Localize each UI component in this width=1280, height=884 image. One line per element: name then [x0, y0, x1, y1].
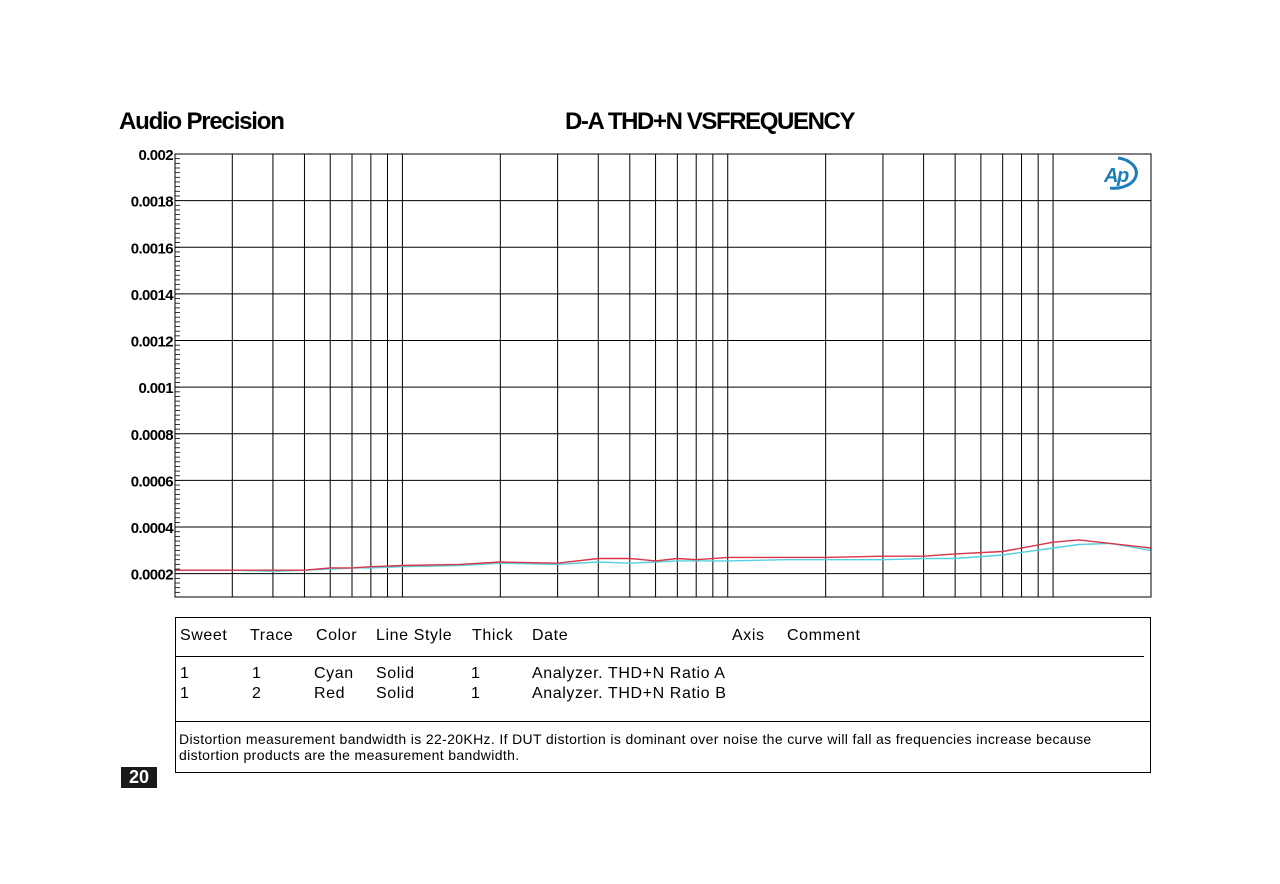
y-tick-label: 0.001	[138, 380, 173, 397]
chart-series	[175, 539, 1152, 573]
legend-header-trace: Trace	[250, 627, 294, 644]
legend-header-line-style: Line Style	[376, 627, 453, 644]
legend-cell-color: Red	[314, 685, 346, 702]
y-tick-label: 0.002	[138, 147, 173, 164]
legend-row: 1 1 Cyan Solid 1 Analyzer. THD+N Ratio A	[176, 665, 1150, 685]
series-line-trace-1	[175, 542, 1152, 573]
legend-cell-thick: 1	[471, 685, 481, 702]
chart-grid	[175, 153, 1151, 597]
logo-text: Ap	[1103, 165, 1129, 187]
y-tick-label: 0.0016	[131, 240, 174, 257]
measurement-note: Distortion measurement bandwidth is 22-2…	[176, 721, 1150, 772]
legend-cell-sweet: 1	[180, 665, 190, 682]
y-tick-label: 0.0018	[131, 194, 174, 211]
y-tick-label: 0.0008	[131, 427, 174, 444]
legend-cell-line-style: Solid	[376, 665, 415, 682]
legend-cell-color: Cyan	[314, 665, 354, 682]
y-tick-label: 0.0004	[131, 520, 175, 537]
series-line-trace-2	[175, 539, 1152, 571]
thd-frequency-chart: 0.002 0.0018 0.0016 0.0014 0.0012 0.001 0.0008…	[131, 147, 1152, 598]
plot-frame	[174, 153, 1152, 598]
legend-header-comment: Comment	[787, 627, 861, 644]
y-tick-label: 0.0012	[131, 334, 174, 351]
y-axis-ticks: 0.002 0.0018 0.0016 0.0014 0.0012 0.001 0.0008…	[131, 147, 180, 598]
legend-cell-thick: 1	[471, 665, 481, 682]
y-tick-label: 0.0002	[131, 567, 174, 584]
logo-ring	[1109, 156, 1138, 190]
legend-cell-data: Analyzer. THD+N Ratio B	[532, 685, 727, 702]
legend-header-row: Sweet Trace Color Line Style Thick Date …	[176, 618, 1144, 657]
brand-label: Audio Precision	[119, 108, 285, 135]
legend-table: Sweet Trace Color Line Style Thick Date …	[175, 617, 1151, 773]
legend-header-sweet: Sweet	[180, 627, 228, 644]
legend-cell-trace: 1	[252, 665, 262, 682]
legend-cell-line-style: Solid	[376, 685, 415, 702]
legend-cell-sweet: 1	[180, 685, 190, 702]
legend-header-thick: Thick	[472, 627, 514, 644]
legend-header-date: Date	[532, 627, 569, 644]
legend-header-color: Color	[316, 627, 358, 644]
legend-cell-data: Analyzer. THD+N Ratio A	[532, 665, 726, 682]
page-number: 20	[121, 767, 157, 788]
ap-logo-icon: Ap	[1103, 156, 1138, 190]
legend-row: 1 2 Red Solid 1 Analyzer. THD+N Ratio B	[176, 685, 1150, 705]
legend-header-axis: Axis	[732, 627, 765, 644]
y-tick-label: 0.0014	[131, 287, 175, 304]
legend-cell-trace: 2	[252, 685, 262, 702]
chart-title: D-A THD+N VSFREQUENCY	[565, 108, 855, 135]
y-tick-label: 0.0006	[131, 473, 174, 490]
